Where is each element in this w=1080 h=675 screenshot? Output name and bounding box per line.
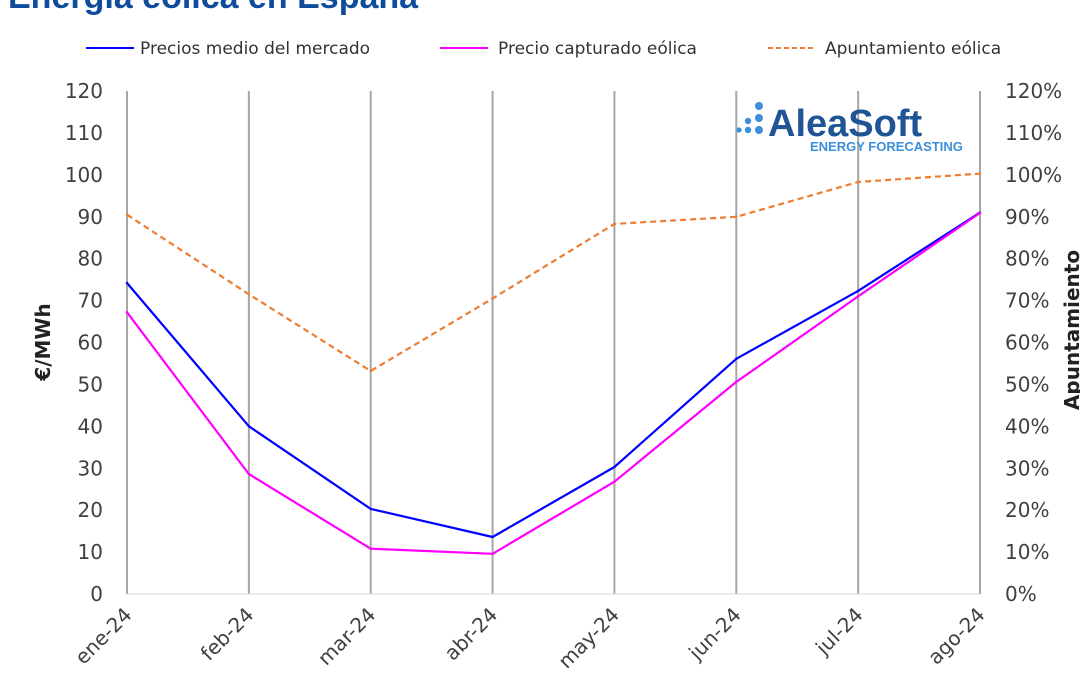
y-axis-right: 0% 10% 20% 30% 40% 50% 60% 70% 80% 90% 100% 110% 120… bbox=[1005, 79, 1062, 606]
series-line-3 bbox=[126, 172, 981, 373]
x-tick-label: abr-24 bbox=[439, 603, 502, 666]
data-point bbox=[125, 311, 129, 314]
data-point bbox=[491, 297, 494, 300]
grid-lines bbox=[126, 91, 981, 595]
y2-tick-label: 30% bbox=[1005, 456, 1049, 480]
data-point bbox=[735, 380, 738, 384]
x-tick-label: ene-24 bbox=[70, 603, 136, 669]
data-point bbox=[856, 180, 860, 184]
data-point bbox=[735, 215, 738, 218]
data-point bbox=[735, 357, 738, 361]
y-tick-label: 60 bbox=[78, 331, 103, 355]
legend: Precios medio del mercado Precio capturad… bbox=[86, 39, 1001, 59]
y-tick-label: 50 bbox=[78, 372, 103, 396]
chart-title: Energía eólica en España bbox=[8, 0, 419, 16]
y-axis-title: €/MWh bbox=[31, 303, 55, 381]
y2-tick-label: 120% bbox=[1005, 79, 1062, 103]
logo-name: AleaSoft bbox=[768, 103, 922, 145]
x-tick-label: jun-24 bbox=[683, 603, 746, 666]
x-tick-label: ago-24 bbox=[923, 603, 990, 670]
legend-label: Apuntamiento eólica bbox=[825, 39, 1001, 59]
x-tick-label: jul-24 bbox=[810, 603, 868, 661]
data-point bbox=[978, 172, 982, 175]
y2-tick-label: 0% bbox=[1005, 582, 1037, 606]
y2-tick-label: 80% bbox=[1005, 247, 1049, 271]
y-tick-label: 80 bbox=[78, 247, 103, 271]
y2-tick-label: 90% bbox=[1005, 205, 1049, 229]
aleasoft-logo: AleaSoft ENERGY FORECASTING bbox=[736, 102, 963, 154]
data-point bbox=[369, 547, 372, 550]
x-tick-label: mar-24 bbox=[313, 603, 380, 670]
y2-tick-label: 110% bbox=[1005, 121, 1062, 145]
data-point bbox=[856, 295, 860, 298]
y-tick-label: 100 bbox=[65, 163, 103, 187]
y-tick-label: 20 bbox=[78, 498, 103, 522]
x-axis: ene-24 feb-24 mar-24 abr-24 may-24 jun-24 jul-… bbox=[70, 603, 989, 674]
y-tick-label: 0 bbox=[90, 582, 103, 606]
series-layer bbox=[125, 172, 982, 555]
x-tick-label: feb-24 bbox=[196, 603, 259, 666]
y-tick-label: 30 bbox=[78, 456, 103, 480]
data-point bbox=[247, 472, 251, 476]
data-point bbox=[491, 535, 494, 539]
y-tick-label: 70 bbox=[78, 289, 103, 313]
y2-tick-label: 100% bbox=[1005, 163, 1062, 187]
data-point bbox=[369, 507, 372, 511]
logo-tagline: ENERGY FORECASTING bbox=[810, 139, 963, 154]
y-tick-label: 120 bbox=[65, 79, 103, 103]
y2-tick-label: 50% bbox=[1005, 372, 1049, 396]
data-point bbox=[613, 480, 616, 483]
data-point bbox=[613, 222, 616, 226]
y2-axis-title: Apuntamiento bbox=[1060, 250, 1080, 410]
series-line-2 bbox=[125, 211, 982, 555]
y2-tick-label: 70% bbox=[1005, 289, 1049, 313]
series-line-1 bbox=[125, 211, 982, 539]
data-point bbox=[978, 211, 982, 215]
data-point bbox=[125, 213, 129, 216]
y-tick-label: 40 bbox=[78, 414, 103, 438]
y2-tick-label: 40% bbox=[1005, 414, 1049, 438]
y2-tick-label: 10% bbox=[1005, 540, 1049, 564]
logo-dots-icon bbox=[736, 102, 763, 134]
legend-label: Precio capturado eólica bbox=[498, 39, 697, 59]
y-tick-label: 110 bbox=[65, 121, 103, 145]
y2-tick-label: 20% bbox=[1005, 498, 1049, 522]
data-point bbox=[856, 289, 860, 293]
y-axis-left: 0 10 20 30 40 50 60 70 80 90 100 110 120 bbox=[65, 79, 103, 606]
data-point bbox=[247, 293, 251, 296]
y2-tick-label: 60% bbox=[1005, 331, 1049, 355]
x-tick-label: may-24 bbox=[553, 603, 624, 674]
legend-label: Precios medio del mercado bbox=[140, 39, 370, 59]
data-point bbox=[125, 281, 129, 285]
data-point bbox=[369, 369, 372, 373]
data-point bbox=[247, 425, 251, 428]
y-tick-label: 10 bbox=[78, 540, 103, 564]
y-tick-label: 90 bbox=[78, 205, 103, 229]
data-point bbox=[613, 465, 616, 469]
data-point bbox=[491, 552, 494, 555]
